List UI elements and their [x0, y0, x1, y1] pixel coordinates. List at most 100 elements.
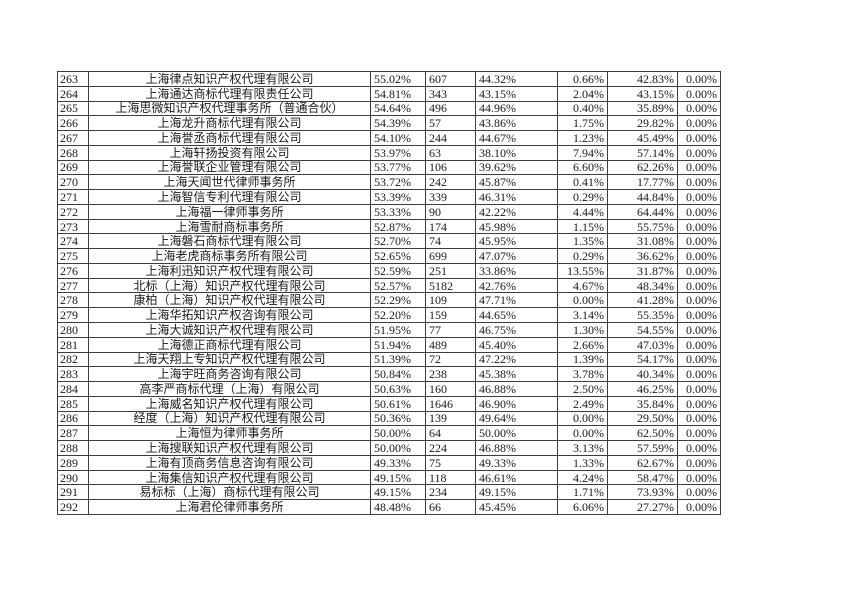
table-row: 266 上海龙升商标代理有限公司 54.39% 57 43.86% 1.75% 29.82%…: [57, 115, 721, 132]
cell-rate-2: 43.86%: [475, 115, 558, 132]
cell-rank: 284: [57, 381, 89, 397]
cell-rate-4: 36.62%: [607, 248, 678, 264]
cell-company-name: 上海老虎商标事务所有限公司: [88, 248, 371, 264]
cell-rate-3: 3.13%: [557, 440, 608, 456]
cell-rate-2: 47.22%: [475, 351, 558, 368]
cell-rate-2: 45.45%: [475, 499, 558, 515]
cell-approval-rate: 50.84%: [370, 366, 426, 383]
cell-rank: 266: [57, 115, 89, 132]
cell-rate-4: 29.82%: [607, 115, 678, 132]
cell-rate-4: 73.93%: [607, 484, 678, 501]
cell-count: 234: [425, 484, 476, 501]
table-row: 292 上海君伦律师事务所 48.48% 66 45.45% 6.06% 27.27% 0.0…: [57, 499, 721, 515]
cell-rate-3: 4.67%: [557, 277, 608, 294]
cell-company-name: 上海华拓知识产权咨询有限公司: [88, 307, 371, 324]
cell-rate-4: 55.75%: [607, 218, 678, 235]
rankings-table-body: 263 上海律点知识产权代理有限公司 55.02% 607 44.32% 0.66% 42.…: [57, 71, 721, 515]
cell-rate-5: 0.00%: [677, 336, 721, 353]
cell-rate-2: 39.62%: [475, 159, 558, 176]
table-row: 281 上海德正商标代理有限公司 51.94% 489 45.40% 2.66% 47.03…: [57, 336, 721, 353]
cell-rate-3: 0.66%: [557, 71, 608, 87]
cell-rate-4: 17.77%: [607, 174, 678, 191]
cell-rate-5: 0.00%: [677, 366, 721, 383]
cell-rate-2: 44.65%: [475, 307, 558, 324]
cell-rate-2: 46.61%: [475, 469, 558, 486]
cell-rank: 277: [57, 277, 89, 294]
table-row: 288 上海搜联知识产权代理有限公司 50.00% 224 46.88% 3.13% 57.…: [57, 440, 721, 456]
cell-rate-2: 47.71%: [475, 292, 558, 309]
cell-company-name: 上海威名知识产权代理有限公司: [88, 395, 371, 412]
cell-rank: 273: [57, 218, 89, 235]
cell-rate-4: 62.50%: [607, 425, 678, 442]
table-row: 290 上海集信知识产权代理有限公司 49.15% 118 46.61% 4.24% 58.…: [57, 469, 721, 486]
table-row: 274 上海磐石商标代理有限公司 52.70% 74 45.95% 1.35% 31.08%…: [57, 233, 721, 250]
cell-rate-4: 42.83%: [607, 71, 678, 87]
cell-rank: 288: [57, 440, 89, 456]
cell-rate-4: 40.34%: [607, 366, 678, 383]
cell-approval-rate: 51.94%: [370, 336, 426, 353]
cell-rate-5: 0.00%: [677, 469, 721, 486]
cell-rank: 270: [57, 174, 89, 191]
cell-company-name: 上海律点知识产权代理有限公司: [88, 71, 371, 87]
cell-rank: 290: [57, 469, 89, 486]
cell-rate-5: 0.00%: [677, 115, 721, 132]
cell-rate-5: 0.00%: [677, 307, 721, 324]
cell-approval-rate: 50.36%: [370, 410, 426, 427]
cell-approval-rate: 53.72%: [370, 174, 426, 191]
cell-approval-rate: 52.87%: [370, 218, 426, 235]
table-row: 269 上海誉联企业管理有限公司 53.77% 106 39.62% 6.60% 62.26…: [57, 159, 721, 176]
cell-company-name: 上海大诚知识产权代理有限公司: [88, 322, 371, 338]
table-row: 272 上海福一律师事务所 53.33% 90 42.22% 4.44% 64.44% 0.0…: [57, 203, 721, 220]
cell-rank: 282: [57, 351, 89, 368]
cell-approval-rate: 52.65%: [370, 248, 426, 264]
cell-approval-rate: 51.39%: [370, 351, 426, 368]
cell-approval-rate: 52.59%: [370, 262, 426, 279]
cell-rate-3: 0.29%: [557, 189, 608, 205]
cell-company-name: 上海天闻世代律师事务所: [88, 174, 371, 191]
cell-rate-3: 2.04%: [557, 85, 608, 102]
cell-rate-2: 42.76%: [475, 277, 558, 294]
cell-rate-3: 0.00%: [557, 425, 608, 442]
cell-rate-3: 1.15%: [557, 218, 608, 235]
cell-rate-3: 6.60%: [557, 159, 608, 176]
cell-rate-5: 0.00%: [677, 130, 721, 146]
cell-rate-2: 46.31%: [475, 189, 558, 205]
cell-rate-5: 0.00%: [677, 292, 721, 309]
cell-rate-2: 49.33%: [475, 454, 558, 471]
cell-approval-rate: 54.39%: [370, 115, 426, 132]
cell-rate-4: 62.26%: [607, 159, 678, 176]
cell-rank: 279: [57, 307, 89, 324]
cell-rate-2: 44.96%: [475, 100, 558, 117]
cell-count: 343: [425, 85, 476, 102]
cell-rate-3: 1.71%: [557, 484, 608, 501]
table-row: 287 上海恒为律师事务所 50.00% 64 50.00% 0.00% 62.50% 0.0…: [57, 425, 721, 442]
cell-rate-3: 1.39%: [557, 351, 608, 368]
cell-approval-rate: 53.97%: [370, 144, 426, 161]
cell-rate-5: 0.00%: [677, 262, 721, 279]
cell-rate-2: 50.00%: [475, 425, 558, 442]
cell-rate-5: 0.00%: [677, 454, 721, 471]
cell-count: 699: [425, 248, 476, 264]
rankings-table: 263 上海律点知识产权代理有限公司 55.02% 607 44.32% 0.66% 42.…: [57, 71, 721, 515]
cell-rate-2: 45.98%: [475, 218, 558, 235]
table-row: 291 易标标（上海）商标代理有限公司 49.15% 234 49.15% 1.71% 73…: [57, 484, 721, 501]
cell-rate-3: 0.00%: [557, 410, 608, 427]
cell-rank: 278: [57, 292, 89, 309]
table-row: 276 上海利迅知识产权代理有限公司 52.59% 251 33.86% 13.55% 31…: [57, 262, 721, 279]
cell-approval-rate: 55.02%: [370, 71, 426, 87]
cell-count: 139: [425, 410, 476, 427]
cell-count: 109: [425, 292, 476, 309]
cell-count: 1646: [425, 395, 476, 412]
table-row: 283 上海宇旺商务咨询有限公司 50.84% 238 45.38% 3.78% 40.34…: [57, 366, 721, 383]
cell-rate-2: 47.07%: [475, 248, 558, 264]
table-row: 277 北标（上海）知识产权代理有限公司 52.57% 5182 42.76% 4.67%…: [57, 277, 721, 294]
cell-rate-5: 0.00%: [677, 144, 721, 161]
cell-rank: 286: [57, 410, 89, 427]
cell-rate-4: 55.35%: [607, 307, 678, 324]
cell-company-name: 上海君伦律师事务所: [88, 499, 371, 515]
cell-rate-4: 47.03%: [607, 336, 678, 353]
cell-rank: 272: [57, 203, 89, 220]
cell-rate-2: 49.64%: [475, 410, 558, 427]
cell-count: 77: [425, 322, 476, 338]
cell-company-name: 上海福一律师事务所: [88, 203, 371, 220]
